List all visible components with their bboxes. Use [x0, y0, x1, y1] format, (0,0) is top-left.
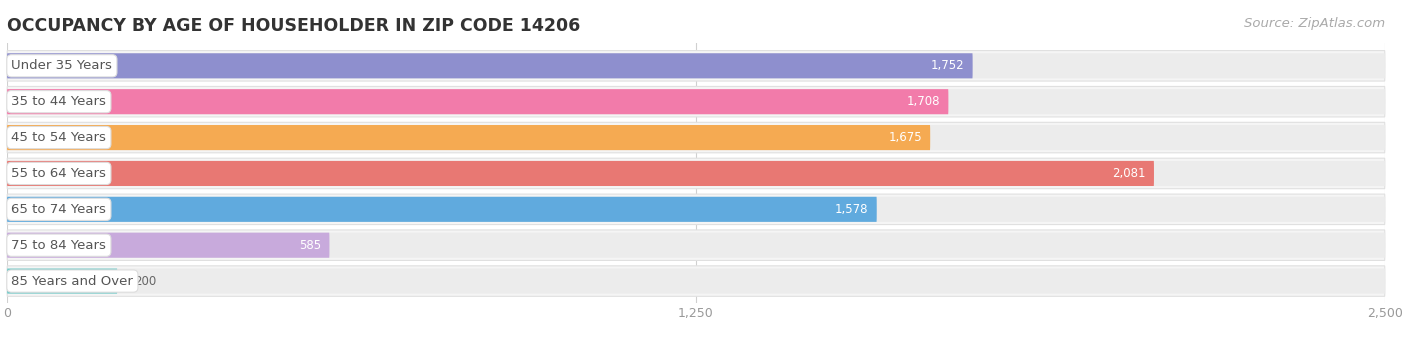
FancyBboxPatch shape [7, 161, 1154, 186]
FancyBboxPatch shape [7, 269, 1385, 294]
Text: 35 to 44 Years: 35 to 44 Years [11, 95, 107, 108]
FancyBboxPatch shape [7, 266, 1385, 296]
Text: 200: 200 [134, 275, 156, 288]
Text: OCCUPANCY BY AGE OF HOUSEHOLDER IN ZIP CODE 14206: OCCUPANCY BY AGE OF HOUSEHOLDER IN ZIP C… [7, 17, 581, 35]
FancyBboxPatch shape [7, 51, 1385, 81]
FancyBboxPatch shape [7, 122, 1385, 153]
Text: 1,752: 1,752 [931, 59, 965, 72]
FancyBboxPatch shape [7, 89, 1385, 114]
FancyBboxPatch shape [7, 158, 1385, 189]
Text: Under 35 Years: Under 35 Years [11, 59, 112, 72]
FancyBboxPatch shape [7, 86, 1385, 117]
Text: 85 Years and Over: 85 Years and Over [11, 275, 134, 288]
FancyBboxPatch shape [7, 53, 973, 79]
Text: 55 to 64 Years: 55 to 64 Years [11, 167, 107, 180]
Text: 45 to 54 Years: 45 to 54 Years [11, 131, 107, 144]
FancyBboxPatch shape [7, 194, 1385, 224]
Text: 585: 585 [299, 239, 321, 252]
FancyBboxPatch shape [7, 53, 1385, 79]
FancyBboxPatch shape [7, 125, 931, 150]
Text: 1,708: 1,708 [907, 95, 941, 108]
FancyBboxPatch shape [7, 197, 877, 222]
Text: 2,081: 2,081 [1112, 167, 1146, 180]
FancyBboxPatch shape [7, 89, 949, 114]
FancyBboxPatch shape [7, 125, 1385, 150]
Text: 65 to 74 Years: 65 to 74 Years [11, 203, 107, 216]
Text: 1,675: 1,675 [889, 131, 922, 144]
FancyBboxPatch shape [7, 233, 329, 258]
FancyBboxPatch shape [7, 161, 1385, 186]
FancyBboxPatch shape [7, 269, 117, 294]
Text: 1,578: 1,578 [835, 203, 869, 216]
FancyBboxPatch shape [7, 230, 1385, 260]
FancyBboxPatch shape [7, 197, 1385, 222]
Text: 75 to 84 Years: 75 to 84 Years [11, 239, 107, 252]
FancyBboxPatch shape [7, 233, 1385, 258]
Text: Source: ZipAtlas.com: Source: ZipAtlas.com [1244, 17, 1385, 30]
